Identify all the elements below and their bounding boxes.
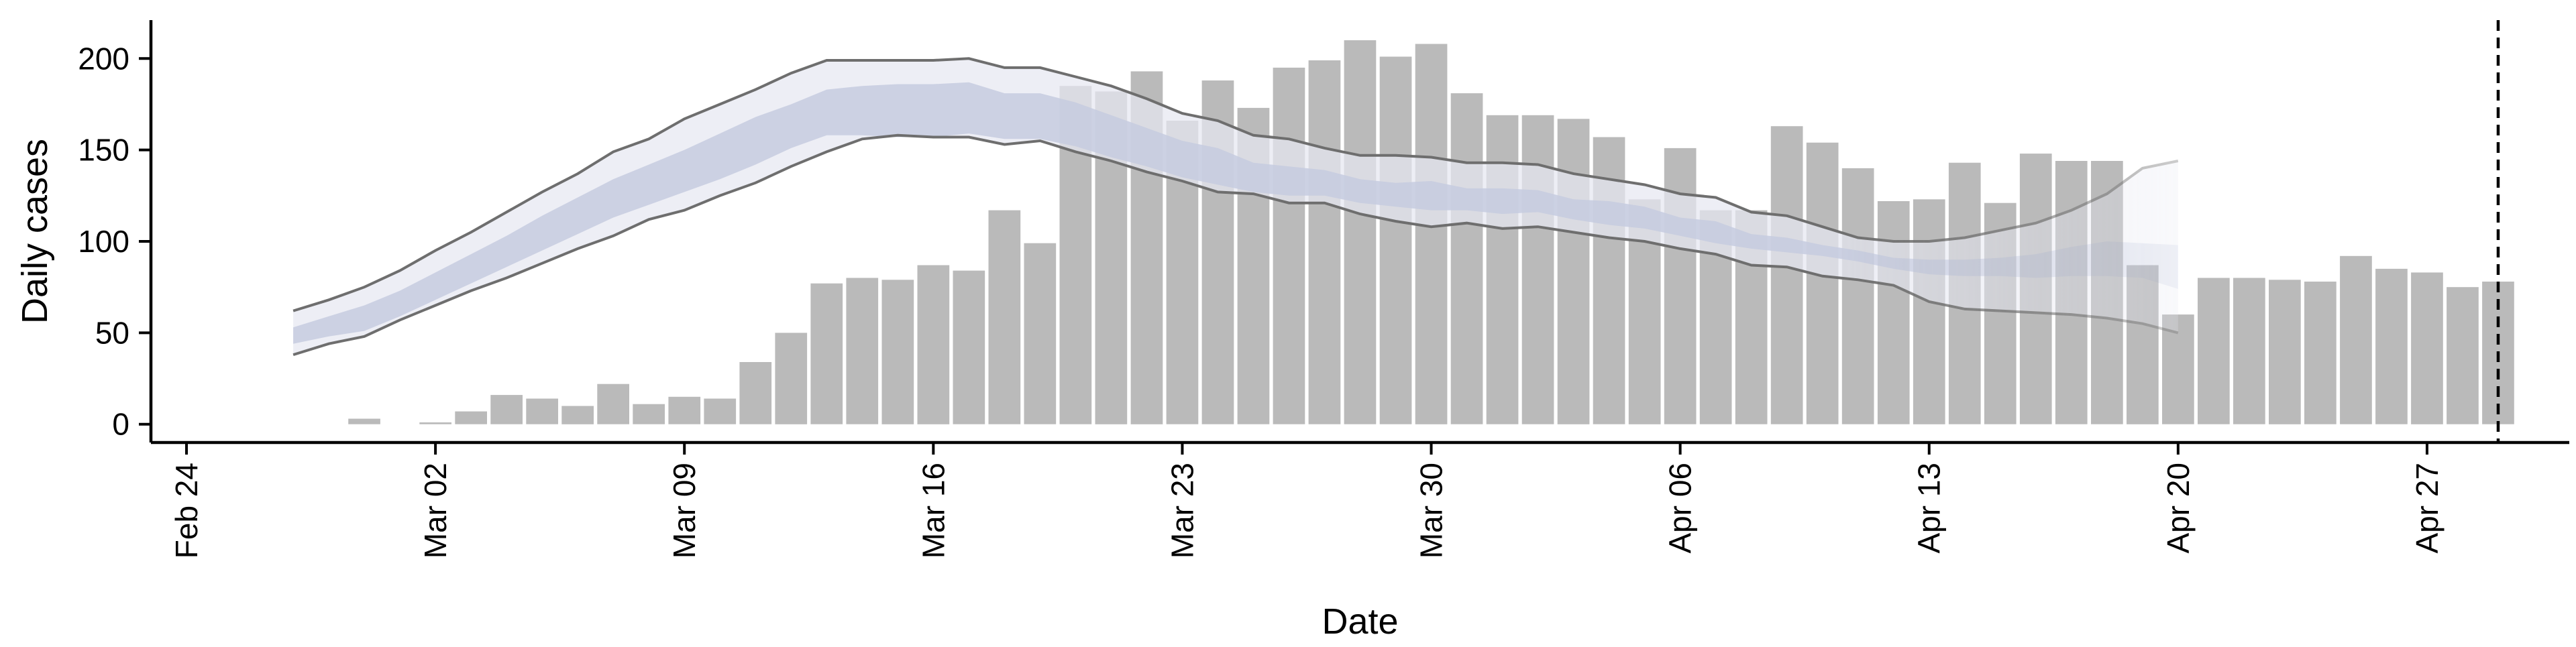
y-tick-label: 100 <box>78 224 129 259</box>
estimate-band <box>292 57 2179 357</box>
bar <box>2162 314 2194 424</box>
bar <box>668 396 701 424</box>
bar <box>2375 268 2408 424</box>
lower-bound-line <box>292 133 2179 357</box>
bar <box>1770 126 1803 424</box>
x-tick-label: Apr 27 <box>2410 463 2445 554</box>
bar <box>597 384 629 424</box>
y-tick-label: 150 <box>78 133 129 168</box>
bar <box>1557 119 1590 424</box>
bar <box>988 210 1021 424</box>
y-tick-label: 200 <box>78 41 129 76</box>
bar <box>2447 287 2479 424</box>
bar <box>1450 93 1483 424</box>
bar <box>1841 168 1874 424</box>
bar <box>526 398 558 424</box>
bar <box>739 362 772 424</box>
bar <box>2233 278 2265 424</box>
y-axis-title: Daily cases <box>15 139 55 324</box>
x-tick-label: Mar 23 <box>1165 463 1199 558</box>
x-tick-label: Mar 02 <box>418 463 453 558</box>
x-tick-label: Apr 06 <box>1663 463 1698 554</box>
bar <box>2304 282 2337 424</box>
y-tick-label: 0 <box>112 407 129 442</box>
bar <box>490 395 523 424</box>
bar <box>881 280 914 424</box>
bar <box>1877 201 1910 424</box>
bar <box>810 283 843 424</box>
x-axis-title: Date <box>1322 601 1398 642</box>
interval-50-area <box>293 82 2178 344</box>
bar <box>1913 199 1945 424</box>
bar <box>953 270 985 424</box>
bar <box>2269 280 2301 424</box>
bar <box>1308 60 1341 424</box>
bar <box>419 422 451 424</box>
bar <box>775 333 808 424</box>
bar <box>704 398 737 424</box>
bar <box>1664 148 1697 424</box>
bar <box>1344 40 1377 424</box>
x-tick-label: Apr 13 <box>1912 463 1947 554</box>
bar <box>2411 272 2443 424</box>
bar <box>2340 255 2372 424</box>
bar <box>2198 278 2230 424</box>
bar <box>633 404 665 424</box>
bar <box>1806 142 1839 424</box>
x-tick-label: Feb 24 <box>169 463 204 558</box>
bar <box>1521 115 1554 424</box>
bars-layer <box>348 40 2514 424</box>
estimate-band-layer <box>292 57 2179 357</box>
axes-layer: 0 50 100 150 200 Feb 24 Mar 02 Mar 09 Mar 16 Mar … <box>78 20 2569 558</box>
bar <box>1273 67 1305 424</box>
bar <box>455 411 487 424</box>
bar <box>1415 44 1448 424</box>
bar <box>1379 56 1412 424</box>
bar <box>348 418 380 424</box>
x-tick-label: Apr 20 <box>2161 463 2196 554</box>
bar <box>561 406 594 424</box>
bar <box>1024 243 1057 424</box>
bar <box>846 278 879 424</box>
x-tick-label: Mar 30 <box>1414 463 1449 558</box>
upper-bound-line <box>292 57 2179 312</box>
x-tick-label: Mar 09 <box>667 463 702 558</box>
bar <box>917 265 950 424</box>
x-tick-label: Mar 16 <box>916 463 951 558</box>
y-tick-label: 50 <box>95 315 129 350</box>
